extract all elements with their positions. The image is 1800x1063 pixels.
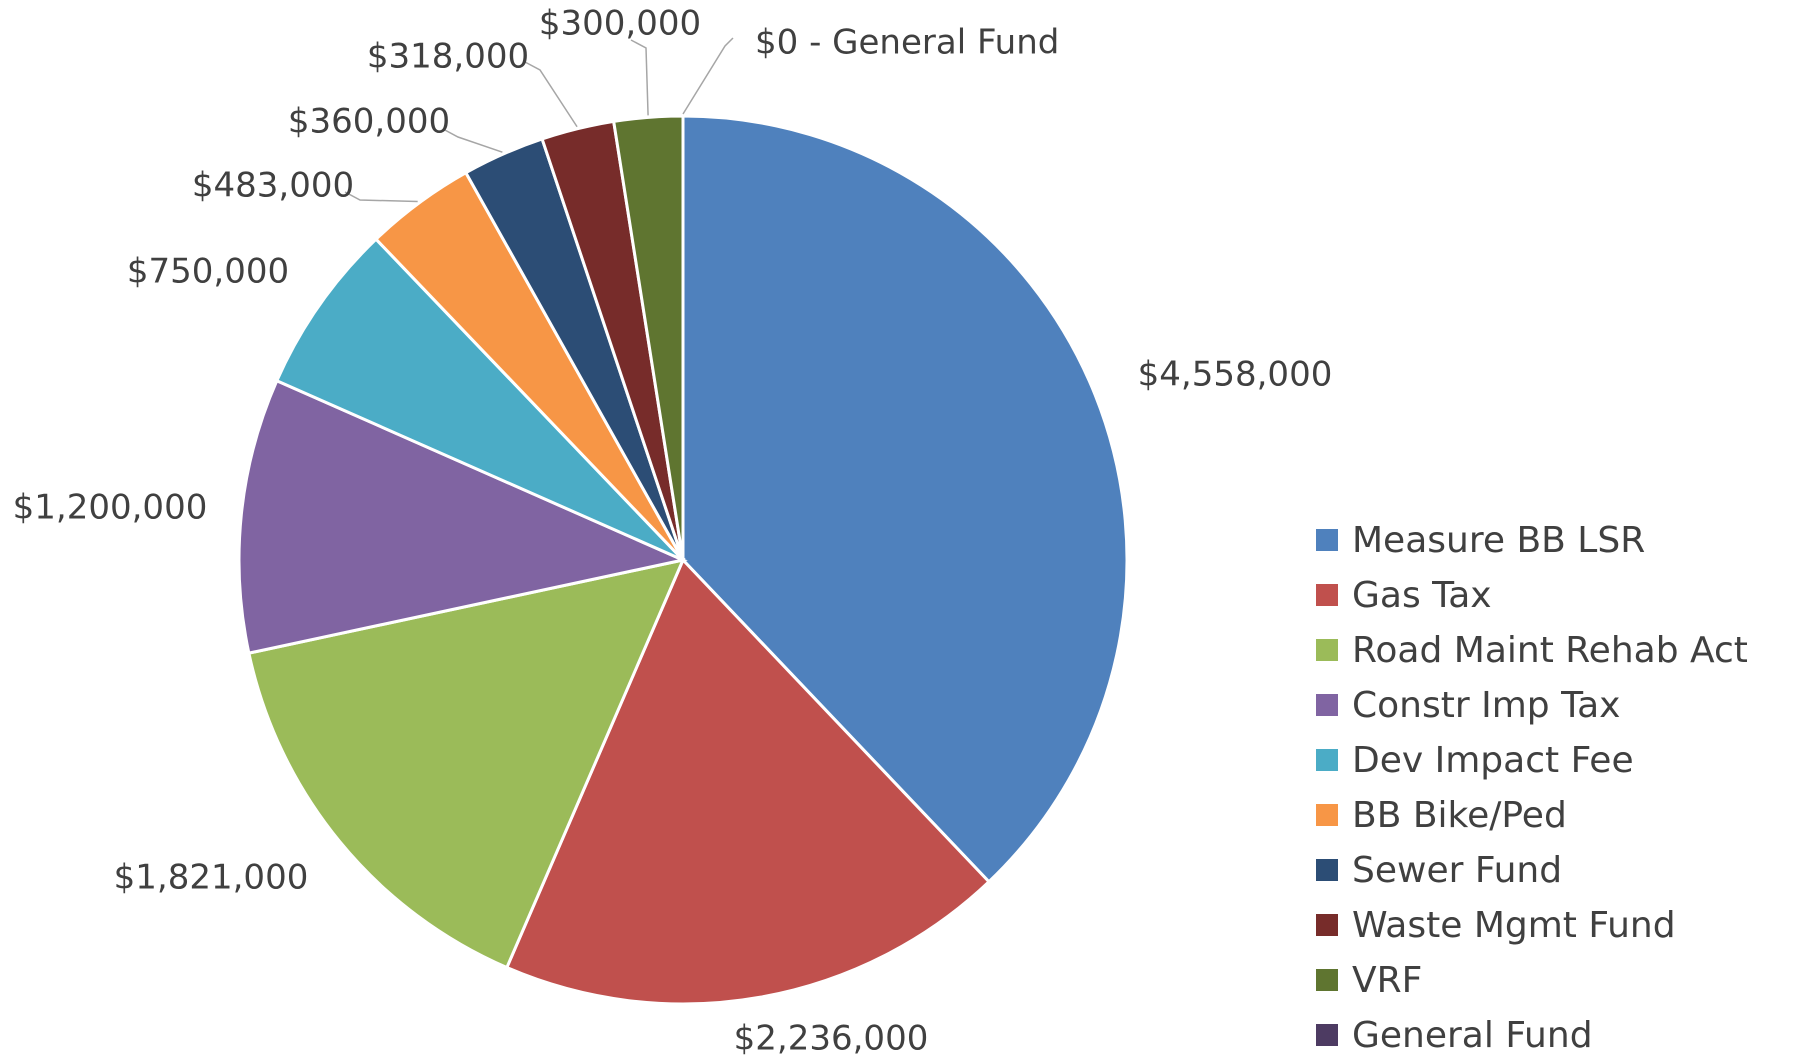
pie-slice [247, 557, 686, 970]
legend-swatch [1316, 1024, 1338, 1046]
data-label: $0 - General Fund [755, 23, 1059, 63]
legend-label: Road Maint Rehab Act [1352, 630, 1748, 671]
pie-slice [237, 378, 688, 655]
leader-line [682, 37, 734, 115]
legend-label: Gas Tax [1352, 575, 1492, 616]
pie-slice [681, 114, 1129, 884]
legend-label: VRF [1352, 960, 1422, 1001]
data-labels: $4,558,000 $2,236,000 $1,821,000 $1,200,000… [13, 4, 1333, 1059]
legend-label: Constr Imp Tax [1352, 685, 1620, 726]
legend-swatch [1316, 749, 1338, 771]
legend-label: Dev Impact Fee [1352, 740, 1634, 781]
legend: Measure BB LSR Gas Tax Road Maint Rehab Ac… [1316, 520, 1748, 1056]
legend-swatch [1316, 914, 1338, 936]
leader-line [630, 39, 649, 116]
legend-swatch [1316, 584, 1338, 606]
data-label: $1,200,000 [13, 488, 208, 528]
data-label: $360,000 [288, 102, 450, 142]
legend-swatch [1316, 804, 1338, 826]
data-label: $318,000 [367, 37, 529, 77]
data-label: $4,558,000 [1138, 355, 1333, 395]
legend-swatch [1316, 529, 1338, 551]
data-label: $1,821,000 [114, 858, 309, 898]
legend-swatch [1316, 639, 1338, 661]
legend-label: BB Bike/Ped [1352, 795, 1567, 836]
data-label: $2,236,000 [734, 1019, 929, 1059]
legend-swatch [1316, 694, 1338, 716]
legend-label: Measure BB LSR [1352, 520, 1645, 561]
data-label: $483,000 [192, 166, 354, 206]
leader-line [344, 191, 418, 203]
pie [237, 114, 1129, 1006]
legend-label: Waste Mgmt Fund [1352, 905, 1676, 946]
legend-label: General Fund [1352, 1015, 1593, 1056]
data-label: $300,000 [539, 4, 701, 44]
leader-line [524, 61, 578, 128]
leader-line [442, 128, 503, 153]
pie-slice [274, 237, 685, 562]
legend-swatch [1316, 859, 1338, 881]
legend-label: Sewer Fund [1352, 850, 1562, 891]
data-label: $750,000 [127, 252, 289, 292]
legend-swatch [1316, 969, 1338, 991]
pie-slice [504, 557, 992, 1006]
